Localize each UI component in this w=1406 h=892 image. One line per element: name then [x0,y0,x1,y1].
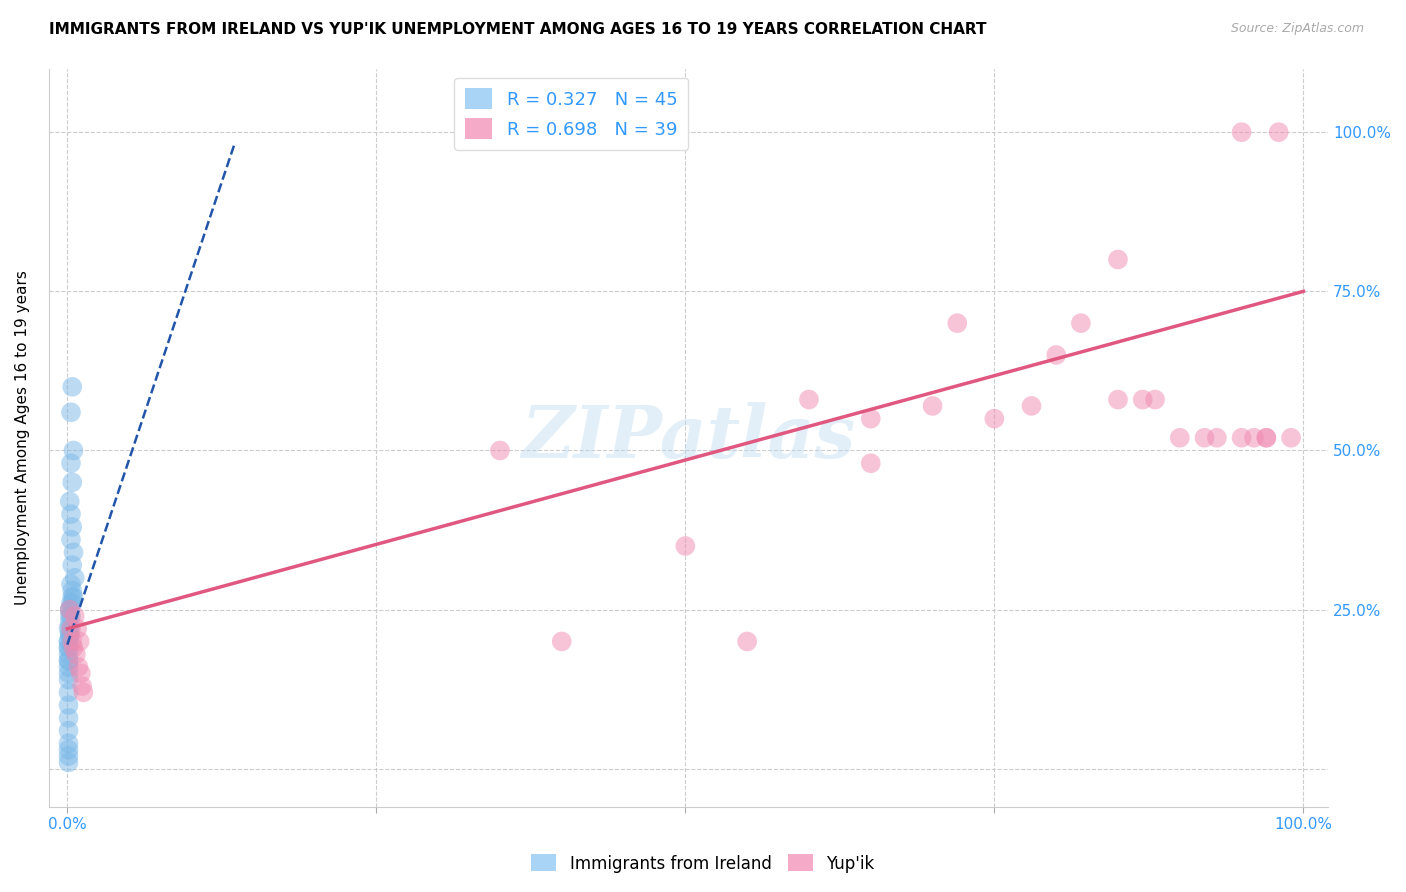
Point [1132,392,1154,407]
Point [1243,431,1265,445]
Point [59,507,82,521]
Point [1045,348,1067,362]
Point [673,539,696,553]
Point [58,749,80,764]
Point [58,711,80,725]
Point [859,456,882,470]
Point [1205,431,1227,445]
Point [59,628,82,642]
Point [59,615,82,630]
Point [59,622,82,636]
Point [797,392,820,407]
Point [489,443,512,458]
Y-axis label: Unemployment Among Ages 16 to 19 years: Unemployment Among Ages 16 to 19 years [15,270,30,605]
Point [59,494,82,508]
Point [1194,431,1216,445]
Point [60,380,83,394]
Point [1256,431,1278,445]
Point [59,533,82,547]
Point [67,660,90,674]
Point [60,475,83,490]
Point [58,634,80,648]
Point [1144,392,1167,407]
Point [63,571,86,585]
Point [60,634,83,648]
Point [58,742,80,756]
Point [59,609,82,624]
Point [1021,399,1043,413]
Point [551,634,574,648]
Point [58,647,80,661]
Point [59,602,82,616]
Point [1107,252,1129,267]
Point [58,685,80,699]
Point [921,399,943,413]
Point [70,679,93,693]
Point [62,640,84,655]
Point [983,411,1005,425]
Point [859,411,882,425]
Point [1230,431,1253,445]
Point [58,634,80,648]
Point [59,456,82,470]
Point [1168,431,1191,445]
Point [72,685,94,699]
Point [946,316,969,330]
Point [58,666,80,681]
Point [60,558,83,572]
Point [58,723,80,738]
Point [69,634,91,648]
Legend: Immigrants from Ireland, Yup'ik: Immigrants from Ireland, Yup'ik [524,847,882,880]
Point [62,443,84,458]
Point [58,673,80,687]
Point [60,590,83,604]
Text: IMMIGRANTS FROM IRELAND VS YUP'IK UNEMPLOYMENT AMONG AGES 16 TO 19 YEARS CORRELA: IMMIGRANTS FROM IRELAND VS YUP'IK UNEMPL… [49,22,987,37]
Point [59,602,82,616]
Point [59,577,82,591]
Point [1279,431,1302,445]
Point [58,622,80,636]
Point [1230,125,1253,139]
Point [1267,125,1289,139]
Text: ZIPatlas: ZIPatlas [522,402,855,474]
Point [59,628,82,642]
Point [59,622,82,636]
Point [59,405,82,419]
Point [70,666,93,681]
Point [58,698,80,713]
Point [58,756,80,770]
Legend: R = 0.327   N = 45, R = 0.698   N = 39: R = 0.327 N = 45, R = 0.698 N = 39 [454,78,689,150]
Point [1070,316,1092,330]
Point [1256,431,1278,445]
Point [58,654,80,668]
Point [62,590,84,604]
Point [58,660,80,674]
Point [735,634,758,648]
Point [62,545,84,559]
Point [1107,392,1129,407]
Point [60,583,83,598]
Point [60,520,83,534]
Point [59,596,82,610]
Point [58,640,80,655]
Point [63,609,86,624]
Point [58,640,80,655]
Point [59,602,82,616]
Point [60,596,83,610]
Point [58,736,80,750]
Point [58,654,80,668]
Point [66,622,89,636]
Point [65,647,87,661]
Text: Source: ZipAtlas.com: Source: ZipAtlas.com [1230,22,1364,36]
Point [59,609,82,624]
